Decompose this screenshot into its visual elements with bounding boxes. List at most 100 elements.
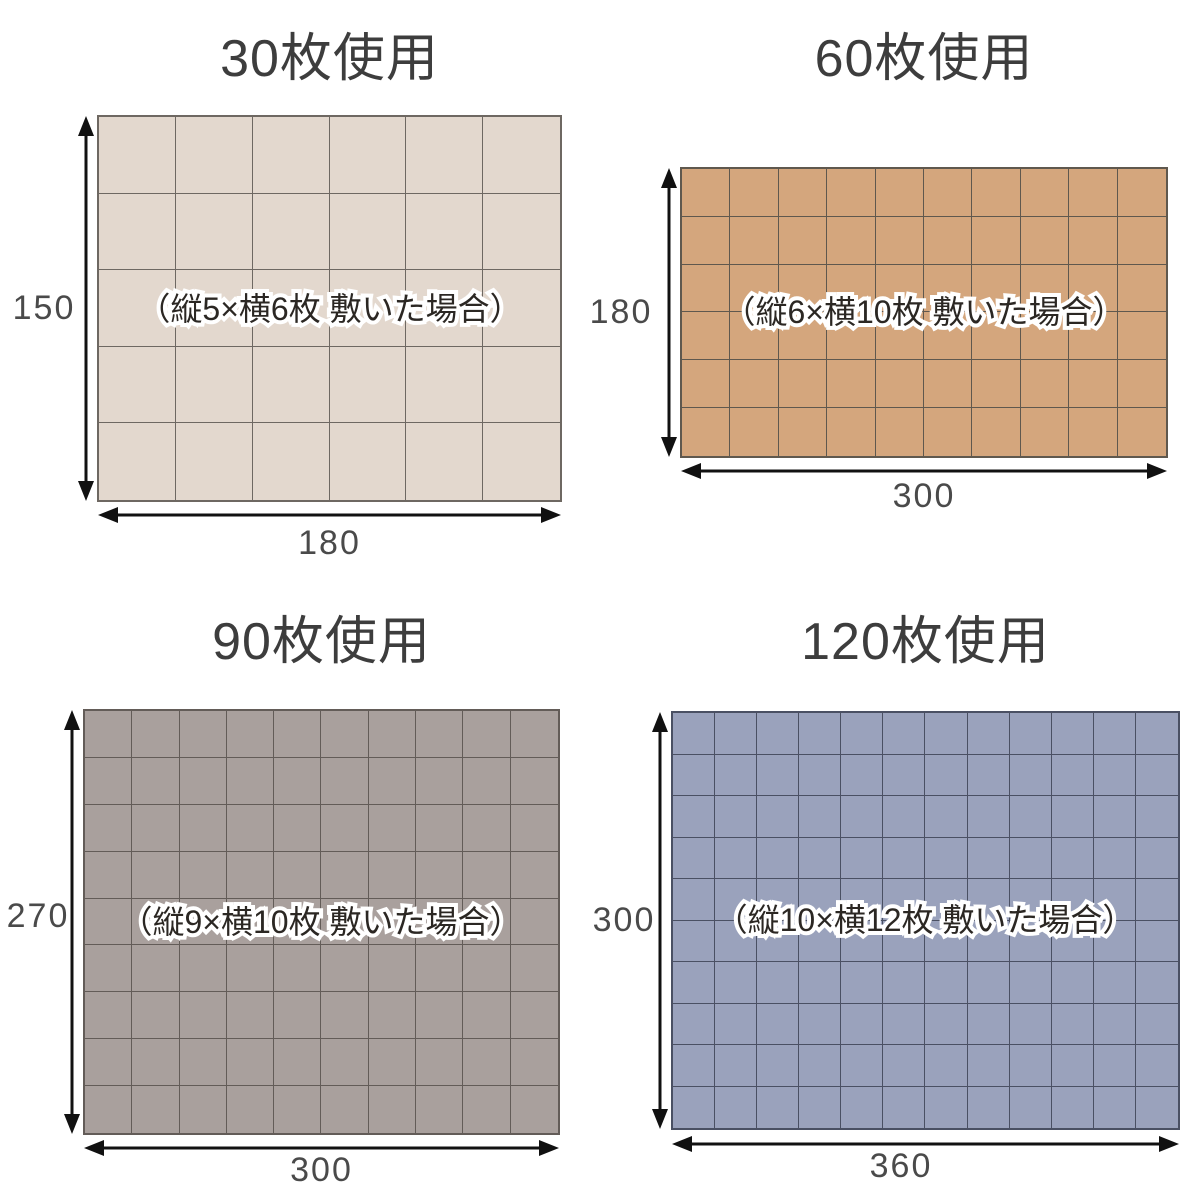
tile-cell bbox=[730, 216, 779, 265]
tile-cell bbox=[968, 1086, 1010, 1128]
tile-cell bbox=[510, 945, 558, 993]
tile-cell bbox=[1093, 754, 1136, 796]
tile-cell bbox=[252, 270, 330, 347]
width-dimension-label: 300 bbox=[892, 477, 956, 515]
tile-cell bbox=[925, 1045, 968, 1087]
tile-cell bbox=[180, 1086, 227, 1133]
tile-cell bbox=[85, 992, 133, 1040]
height-dimension-label: 180 bbox=[589, 293, 653, 331]
tile-cell bbox=[85, 757, 133, 805]
tile-cell bbox=[883, 1045, 926, 1087]
tile-cell bbox=[799, 754, 842, 796]
tile-cell bbox=[406, 270, 484, 347]
layout-note-text: （縦10×横12枚 敷いた場合） bbox=[715, 901, 1135, 938]
tile-cell bbox=[85, 1086, 133, 1133]
tile-cell bbox=[463, 757, 511, 805]
tile-cell bbox=[132, 851, 180, 899]
tile-cell bbox=[1118, 408, 1166, 456]
tile-cell bbox=[883, 879, 926, 921]
tile-cell bbox=[85, 898, 133, 946]
tile-cell bbox=[827, 408, 876, 456]
tile-cell bbox=[778, 360, 828, 409]
tile-cell bbox=[682, 408, 731, 456]
tile-cell bbox=[1093, 962, 1136, 1004]
tile-cell bbox=[416, 945, 464, 993]
tile-cell bbox=[673, 920, 716, 962]
tile-cell bbox=[1093, 713, 1136, 755]
tile-cell bbox=[1093, 920, 1136, 962]
tile-cell bbox=[1117, 312, 1166, 361]
tile-cell bbox=[925, 879, 968, 921]
tile-cell bbox=[179, 711, 227, 758]
panel-title: 120枚使用 bbox=[801, 613, 1050, 671]
tile-cell bbox=[1009, 796, 1052, 838]
tile-cell bbox=[841, 879, 884, 921]
width-dimension-label: 360 bbox=[869, 1147, 933, 1185]
tile-cell bbox=[1051, 920, 1094, 962]
tile-cell bbox=[132, 1086, 180, 1133]
tile-cell bbox=[972, 264, 1021, 313]
tile-cell bbox=[875, 216, 924, 265]
tile-cell bbox=[841, 1003, 884, 1045]
width-arrow-icon bbox=[84, 1140, 559, 1156]
tile-cell bbox=[226, 992, 275, 1040]
tile-cell bbox=[483, 117, 560, 194]
tile-cell bbox=[368, 992, 417, 1040]
tile-cell bbox=[321, 851, 369, 899]
height-arrow-icon bbox=[661, 168, 677, 457]
tile-grid bbox=[83, 709, 560, 1135]
tile-cell bbox=[778, 216, 828, 265]
tile-cell bbox=[252, 193, 330, 271]
width-arrow-icon bbox=[98, 507, 561, 523]
tile-cell bbox=[972, 169, 1021, 217]
tile-cell bbox=[1009, 837, 1052, 879]
tile-cell bbox=[883, 920, 926, 962]
tile-cell bbox=[730, 264, 779, 313]
tile-cell bbox=[673, 837, 716, 879]
layout-note: （縦9×横10枚 敷いた場合） （縦9×横10枚 敷いた場合） bbox=[117, 900, 526, 944]
tile-cell bbox=[483, 347, 560, 424]
tile-cell bbox=[406, 193, 484, 271]
tile-cell bbox=[673, 879, 716, 921]
tile-cell bbox=[841, 796, 884, 838]
tile-cell bbox=[682, 360, 731, 409]
tile-cell bbox=[967, 962, 1010, 1004]
width-arrow-icon bbox=[681, 463, 1167, 479]
layout-note-outline: （縦6×横10枚 敷いた場合） bbox=[720, 290, 1129, 334]
tile-cell bbox=[368, 898, 417, 946]
width-arrow-icon bbox=[672, 1136, 1179, 1152]
tile-cell bbox=[876, 408, 924, 456]
tile-cell bbox=[1136, 1087, 1178, 1129]
height-dimension-label: 270 bbox=[6, 897, 70, 935]
tile-cell bbox=[463, 898, 511, 946]
tile-cell bbox=[132, 711, 180, 758]
tile-cell bbox=[827, 312, 876, 361]
tile-cell bbox=[1052, 1086, 1094, 1128]
tile-cell bbox=[799, 837, 842, 879]
tile-cell bbox=[1020, 216, 1070, 265]
tile-cell bbox=[99, 117, 176, 194]
tile-cell bbox=[510, 805, 558, 852]
tile-cell bbox=[1020, 169, 1070, 217]
tile-cell bbox=[321, 711, 369, 758]
tile-cell bbox=[226, 804, 275, 852]
tile-cell bbox=[368, 851, 417, 899]
tile-cell bbox=[682, 169, 731, 217]
tile-cell bbox=[1010, 1086, 1052, 1128]
layout-note-outline: （縦5×横6枚 敷いた場合） bbox=[134, 287, 525, 331]
tile-cell bbox=[1051, 754, 1094, 796]
tile-cell bbox=[416, 1086, 464, 1133]
layout-note-text: （縦6×横10枚 敷いた場合） bbox=[723, 293, 1125, 330]
tile-cell bbox=[1093, 796, 1136, 838]
tile-cell bbox=[1135, 1045, 1178, 1087]
tile-cell bbox=[841, 837, 884, 879]
tile-cell bbox=[967, 1045, 1010, 1087]
tile-cell bbox=[226, 898, 275, 946]
tile-cell bbox=[463, 1039, 511, 1087]
tile-cell bbox=[715, 796, 758, 838]
tile-cell bbox=[875, 264, 924, 313]
tile-cell bbox=[1051, 962, 1094, 1004]
tile-cell bbox=[274, 757, 322, 805]
tile-cell bbox=[1117, 169, 1166, 217]
tile-cell bbox=[827, 264, 876, 313]
